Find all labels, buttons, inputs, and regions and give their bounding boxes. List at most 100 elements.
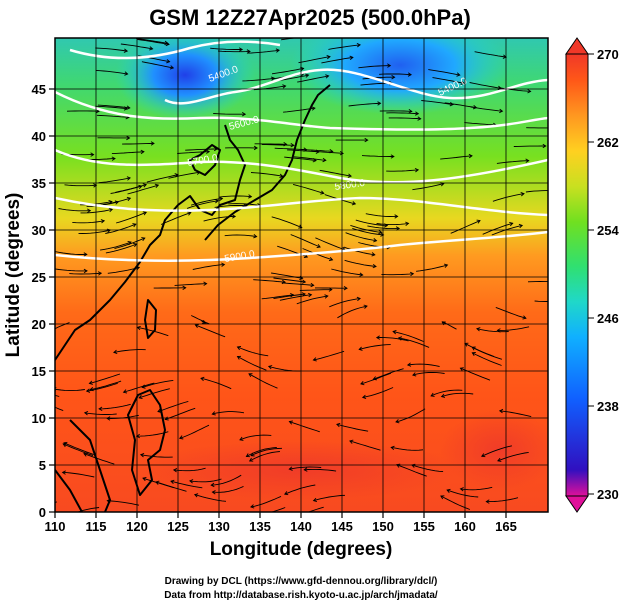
streamline-arrowhead xyxy=(555,189,558,193)
streamline xyxy=(249,451,280,462)
streamline xyxy=(441,392,474,398)
streamline xyxy=(315,237,346,251)
streamline xyxy=(123,382,155,393)
streamline-arrowhead xyxy=(142,476,147,482)
coastline-mainland xyxy=(55,124,246,361)
streamline-arrowhead xyxy=(83,452,88,457)
streamline xyxy=(99,197,131,206)
contour-5800 xyxy=(55,196,548,217)
streamline xyxy=(96,114,129,118)
streamline-arrowhead xyxy=(373,238,378,243)
streamline xyxy=(482,222,513,235)
streamline xyxy=(355,219,388,227)
streamline-arrowhead xyxy=(123,106,129,111)
streamline xyxy=(186,200,219,209)
streamline-arrowhead xyxy=(372,264,377,269)
streamline-arrowhead xyxy=(520,191,525,197)
streamline xyxy=(142,477,174,489)
streamline xyxy=(284,484,316,495)
streamline xyxy=(362,76,395,80)
streamline xyxy=(345,232,377,242)
streamline xyxy=(242,77,275,82)
streamline-arrowhead xyxy=(288,466,293,471)
y-tick-label: 25 xyxy=(32,270,46,285)
streamline xyxy=(250,495,282,508)
streamline-arrowhead xyxy=(349,55,354,61)
streamline xyxy=(513,145,546,147)
streamline xyxy=(250,447,283,457)
streamline xyxy=(89,373,121,384)
streamline xyxy=(392,331,424,342)
streamline xyxy=(271,272,303,279)
y-tick-label: 5 xyxy=(39,458,46,473)
contour-5700 xyxy=(55,148,548,184)
coastline-southwest xyxy=(55,469,83,512)
streamline-arrowhead xyxy=(301,279,307,284)
streamline xyxy=(211,474,242,486)
streamline xyxy=(55,251,87,255)
colorbar-scale xyxy=(565,53,589,497)
streamline xyxy=(58,208,91,212)
streamline xyxy=(328,44,361,50)
streamline xyxy=(271,216,302,229)
streamline-arrowhead xyxy=(310,282,315,288)
streamline-arrowhead xyxy=(395,419,400,424)
streamline-arrowhead xyxy=(253,145,258,151)
streamline-arrowhead xyxy=(456,72,461,77)
streamline-arrowhead xyxy=(358,346,363,351)
streamline-arrowhead xyxy=(270,76,276,81)
contour-5400 xyxy=(164,68,548,105)
colorbar-tick-label: 246 xyxy=(597,311,619,326)
streamline-arrowhead xyxy=(214,198,219,204)
streamline-arrowhead xyxy=(245,453,250,458)
streamline xyxy=(248,373,278,389)
streamline xyxy=(421,100,454,105)
streamline-arrowhead xyxy=(391,75,396,80)
streamline-arrowhead xyxy=(189,479,194,484)
streamline-arrowhead xyxy=(485,499,490,504)
streamline-arrowhead xyxy=(29,385,32,388)
streamline-arrowhead xyxy=(236,346,242,351)
y-tick-marks xyxy=(49,88,55,513)
streamline-arrowhead xyxy=(557,280,560,284)
streamline xyxy=(62,471,95,478)
streamline-arrowhead xyxy=(410,271,415,277)
plot-area: 5400.0 5400.0 5600.0 5700.0 5800.0 5900.… xyxy=(29,38,560,512)
streamline-arrowhead xyxy=(430,392,435,397)
streamline xyxy=(412,371,445,376)
streamline-arrowhead xyxy=(316,243,321,248)
streamline xyxy=(250,172,283,177)
streamline xyxy=(440,155,473,160)
y-tick-label: 15 xyxy=(32,364,46,379)
streamline xyxy=(105,223,136,234)
streamline xyxy=(90,380,122,391)
colorbar-tick-label: 238 xyxy=(597,399,619,414)
streamline-arrowhead xyxy=(140,149,145,155)
streamline-arrowhead xyxy=(203,281,208,286)
streamline xyxy=(376,337,409,342)
streamline xyxy=(472,352,502,366)
streamline-arrowhead xyxy=(349,439,354,444)
streamline-arrowhead xyxy=(142,183,148,188)
streamline xyxy=(525,190,548,193)
streamline-arrowhead xyxy=(253,234,258,239)
streamline xyxy=(113,349,146,353)
streamline-arrowhead xyxy=(83,252,88,257)
streamline xyxy=(173,467,206,472)
streamline xyxy=(474,51,507,58)
streamline xyxy=(110,185,142,194)
height-contours xyxy=(55,40,548,262)
streamline-arrowhead xyxy=(154,183,160,189)
streamline xyxy=(297,75,329,83)
streamline xyxy=(391,446,424,451)
streamline xyxy=(237,356,267,371)
warm-patch-east xyxy=(440,410,548,490)
streamline xyxy=(271,67,304,75)
streamline xyxy=(396,464,427,477)
streamline-arrowhead xyxy=(169,65,175,70)
streamline xyxy=(107,500,140,506)
streamline xyxy=(200,377,232,390)
streamline xyxy=(469,82,502,89)
streamline-arrowhead xyxy=(339,151,344,156)
streamline xyxy=(246,447,277,457)
